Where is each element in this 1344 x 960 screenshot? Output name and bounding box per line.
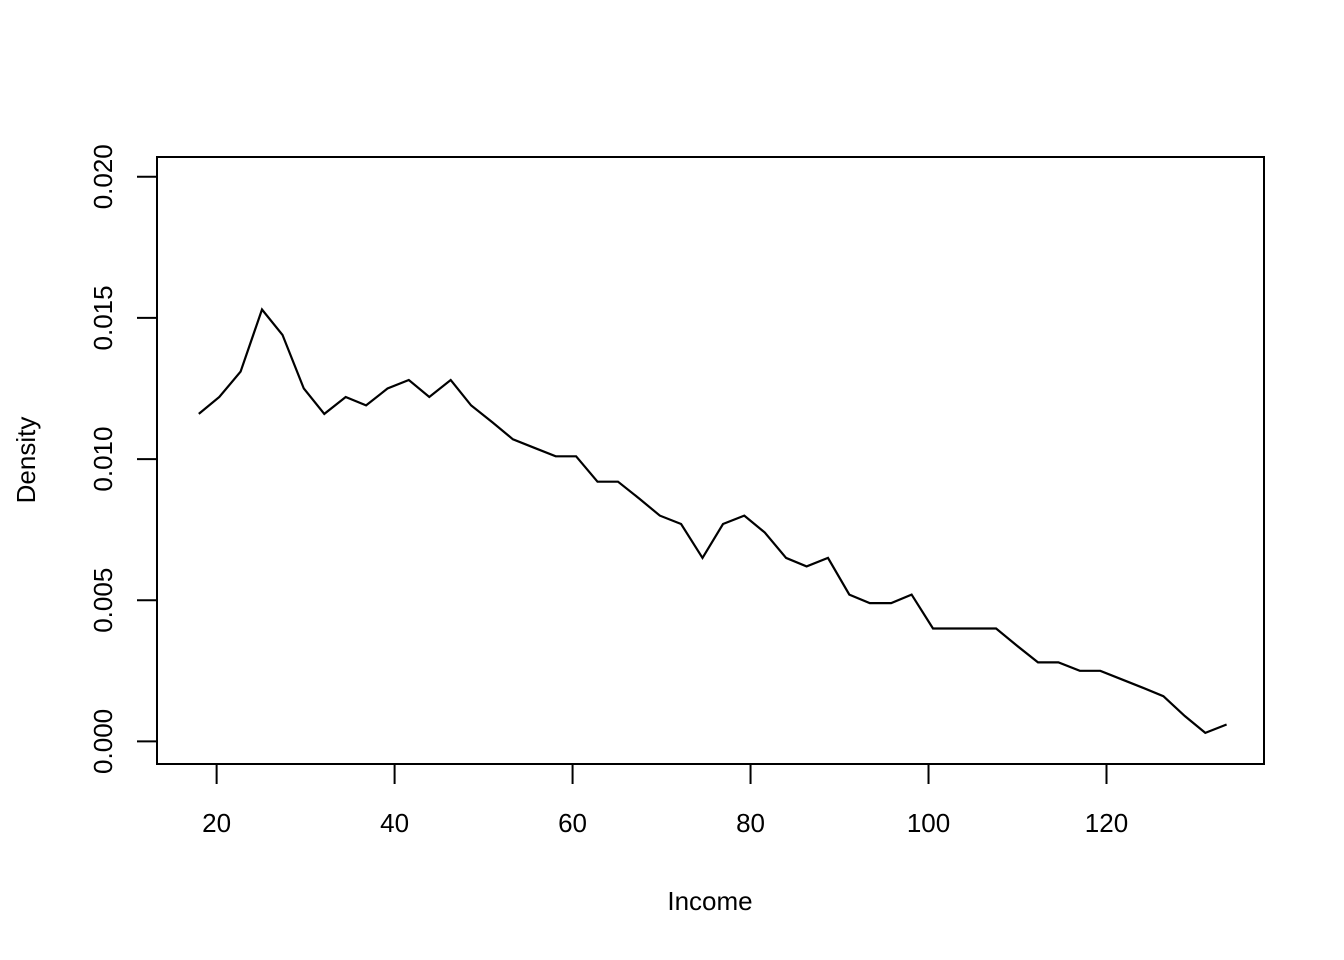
- y-tick-label: 0.015: [88, 285, 118, 350]
- x-tick-label: 60: [558, 808, 587, 838]
- y-tick-label: 0.020: [88, 144, 118, 209]
- y-tick-label: 0.000: [88, 709, 118, 774]
- x-tick-label: 120: [1085, 808, 1128, 838]
- x-tick-label: 20: [202, 808, 231, 838]
- x-axis-label: Income: [667, 886, 752, 916]
- plot-frame: [156, 156, 1265, 765]
- x-tick-label: 40: [380, 808, 409, 838]
- density-line: [198, 307, 1228, 735]
- y-axis: 0.000 0.005 0.010 0.015 0.020: [88, 144, 158, 774]
- series-layer: [198, 307, 1228, 735]
- y-tick-label: 0.010: [88, 427, 118, 492]
- x-axis: 20 40 60 80 100 120: [202, 763, 1128, 838]
- y-axis-label: Density: [11, 417, 41, 504]
- x-tick-label: 100: [907, 808, 950, 838]
- x-tick-label: 80: [736, 808, 765, 838]
- y-tick-label: 0.005: [88, 568, 118, 633]
